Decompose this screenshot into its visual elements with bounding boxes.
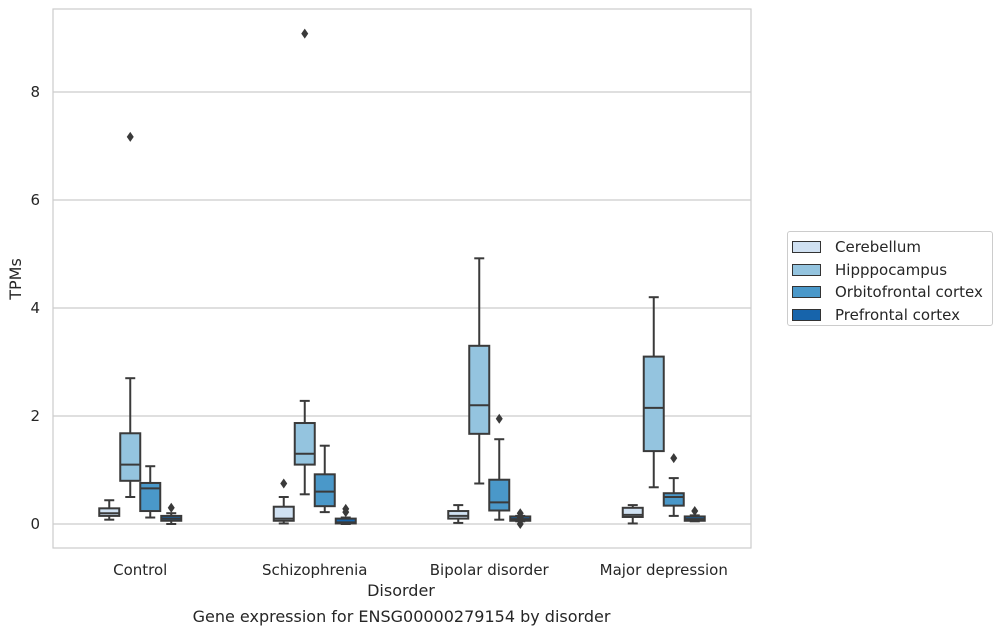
outlier-point	[516, 519, 524, 529]
x-tick-label: Major depression	[600, 561, 728, 579]
outlier-point	[516, 508, 524, 519]
series-cerebellum	[98, 478, 644, 525]
box-schizophrenia	[293, 28, 316, 496]
box-schizophrenia	[313, 444, 336, 514]
x-tick-labels: Control Schizophrenia Bipolar disorder Majo…	[113, 561, 728, 579]
iqr-box	[293, 422, 316, 466]
outlier-point	[126, 131, 134, 142]
iqr-box	[468, 344, 491, 435]
chart-caption: Gene expression for ENSG00000279154 by d…	[192, 607, 611, 626]
iqr-box	[642, 355, 665, 453]
box-bipolar-disorder	[447, 504, 470, 524]
outlier-point	[342, 503, 350, 514]
box-major-depression	[683, 506, 706, 523]
iqr-box	[447, 510, 470, 520]
iqr-box	[139, 481, 162, 513]
box-schizophrenia	[272, 478, 295, 525]
iqr-box	[662, 492, 685, 507]
plot-frame	[52, 8, 752, 549]
iqr-box	[334, 517, 357, 525]
legend-item: Orbitofrontal cortex	[792, 281, 992, 304]
box-bipolar-disorder	[488, 413, 511, 521]
y-axis-title: TPMs	[6, 258, 25, 301]
iqr-box	[272, 505, 295, 522]
plot-area	[98, 28, 706, 529]
x-tick-label: Control	[113, 561, 167, 579]
box-bipolar-disorder	[468, 257, 491, 485]
legend-item: Cerebellum	[792, 236, 992, 259]
series-prefrontal-cortex	[160, 502, 706, 529]
iqr-box	[119, 432, 142, 482]
y-tick-labels: 0 2 4 6 8	[30, 83, 40, 533]
y-tick-label: 4	[30, 299, 40, 317]
x-tick-label: Schizophrenia	[262, 561, 367, 579]
box-control	[160, 502, 183, 525]
legend-swatch	[792, 286, 821, 299]
legend-item: Prefrontal cortex	[792, 304, 992, 327]
box-bipolar-disorder	[509, 508, 532, 529]
box-major-depression	[662, 453, 685, 517]
y-tick-label: 8	[30, 83, 40, 101]
iqr-box	[621, 506, 644, 518]
box-control	[139, 465, 162, 519]
outlier-point	[495, 413, 503, 424]
x-tick-label: Bipolar disorder	[430, 561, 550, 579]
legend: Cerebellum Hipppocampus Orbitofrontal cort…	[787, 231, 993, 326]
series-orbitofrontal-cortex	[139, 413, 685, 521]
grid-lines	[53, 91, 751, 525]
box-major-depression	[621, 504, 644, 525]
legend-item: Hipppocampus	[792, 259, 992, 282]
outlier-point	[167, 502, 175, 513]
legend-label: Prefrontal cortex	[835, 305, 960, 324]
x-axis-title: Disorder	[367, 581, 435, 600]
outlier-point	[670, 453, 678, 464]
y-tick-label: 6	[30, 191, 40, 209]
iqr-box	[488, 478, 511, 512]
outlier-point	[301, 28, 309, 39]
legend-swatch	[792, 241, 821, 254]
box-control	[119, 131, 142, 498]
legend-label: Orbitofrontal cortex	[835, 283, 983, 302]
legend-swatch	[792, 263, 821, 276]
y-tick-label: 2	[30, 407, 40, 425]
series-hipppocampus	[119, 28, 665, 498]
outlier-point	[691, 506, 699, 517]
legend-label: Hipppocampus	[835, 260, 948, 279]
box-control	[98, 499, 121, 521]
outlier-point	[280, 478, 288, 489]
legend-label: Cerebellum	[835, 238, 921, 257]
legend-swatch	[792, 308, 821, 321]
iqr-box	[98, 507, 121, 517]
y-tick-label: 0	[30, 515, 40, 533]
box-major-depression	[642, 296, 665, 489]
box-schizophrenia	[334, 503, 357, 525]
iqr-box	[313, 473, 336, 508]
